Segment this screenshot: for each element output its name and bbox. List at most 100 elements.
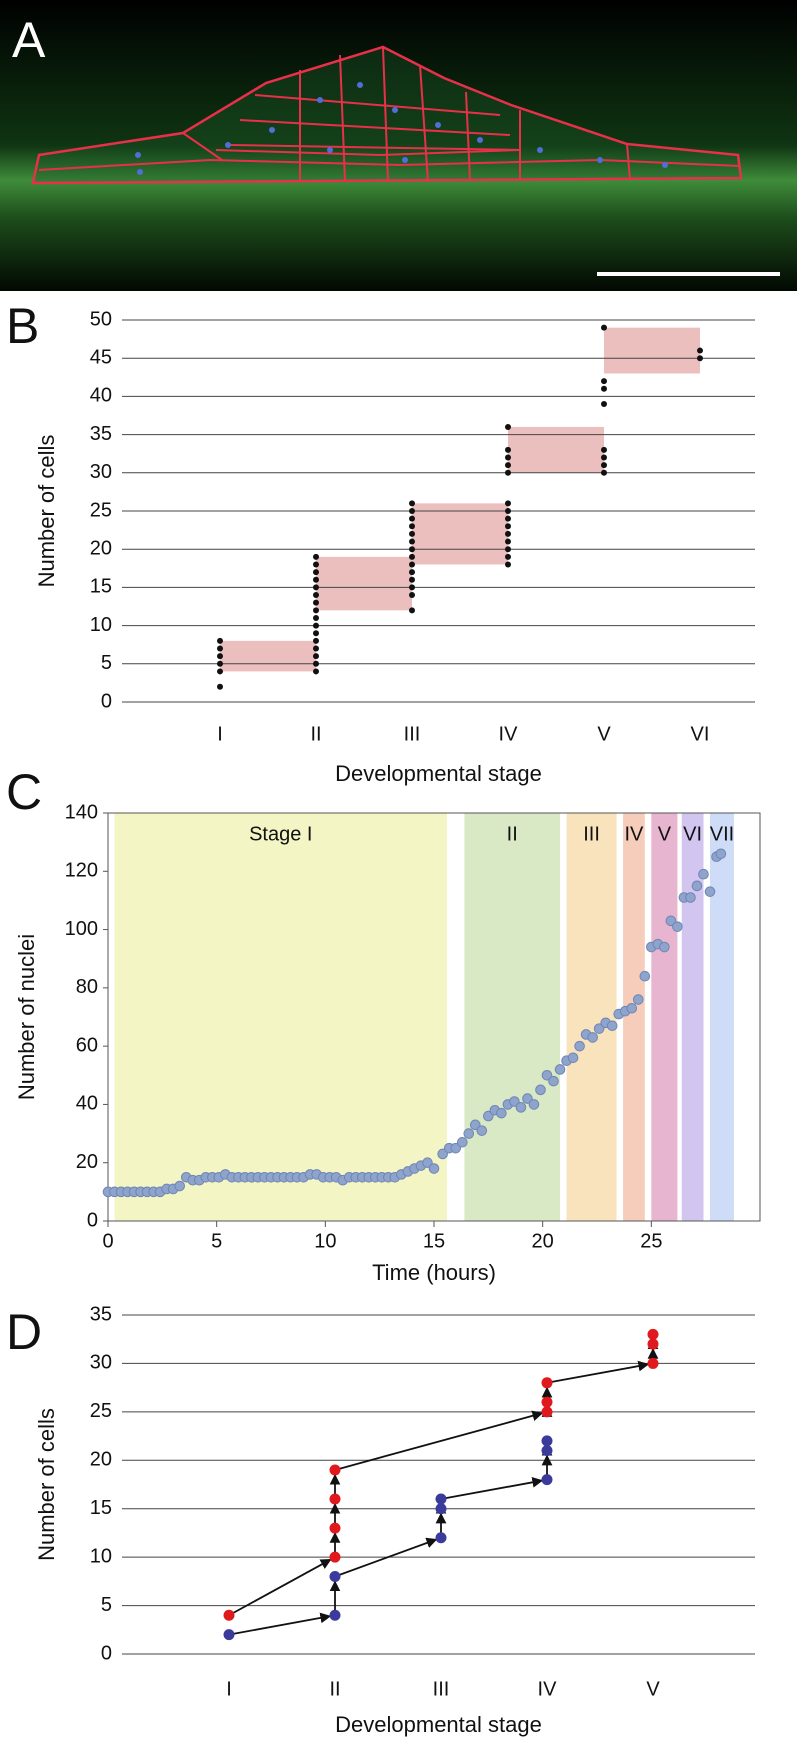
nuclei-point — [174, 1180, 186, 1192]
cell-count-dot — [217, 668, 223, 675]
panel-label: A — [12, 12, 46, 68]
cell-count-dot — [217, 660, 223, 667]
micrograph: A — [0, 0, 797, 291]
scale-bar — [597, 272, 780, 276]
y-tick-label: 0 — [87, 1209, 98, 1231]
y-tick-label: 40 — [76, 1093, 98, 1115]
cell-count-dot — [505, 462, 511, 469]
cell-count-dot — [505, 446, 511, 453]
cell-count-dot — [409, 508, 415, 514]
lineage-point — [647, 1338, 659, 1350]
y-tick-label: 30 — [90, 461, 112, 483]
cell-count-dot — [409, 515, 415, 522]
cell-count-dot — [217, 637, 223, 644]
cell-count-dot — [505, 538, 511, 545]
x-axis-title: Developmental stage — [335, 761, 542, 786]
stage-label: VI — [683, 823, 702, 845]
y-tick-label: 0 — [101, 690, 112, 712]
cell-count-dot — [601, 469, 607, 476]
cell-count-dot — [409, 530, 415, 537]
lineage-point — [329, 1571, 341, 1583]
nuclei-point — [685, 892, 696, 903]
y-tick-label: 5 — [101, 652, 112, 674]
x-tick-label: IV — [499, 723, 519, 745]
y-tick-label: 35 — [90, 1303, 112, 1325]
stage-label: II — [507, 823, 518, 845]
y-tick-label: 45 — [90, 346, 112, 368]
lineage-point — [541, 1396, 553, 1408]
y-tick-label: 140 — [65, 801, 98, 823]
x-tick-label: V — [597, 723, 611, 745]
nuclei-point — [698, 868, 709, 880]
x-tick-label: I — [217, 723, 223, 745]
stage-label: IV — [624, 823, 644, 845]
nuclei-point — [422, 1157, 433, 1169]
y-tick-label: 25 — [90, 1400, 112, 1422]
x-tick-label: II — [329, 1678, 340, 1700]
nuclei-point — [632, 994, 644, 1005]
image-background — [0, 0, 797, 291]
cell-count-dot — [313, 553, 319, 560]
lineage-arrow — [440, 1476, 544, 1500]
lineage-point — [541, 1435, 553, 1447]
y-tick-label: 10 — [90, 1545, 112, 1567]
stage-label: Stage I — [249, 823, 312, 845]
cell-count-dot — [409, 584, 415, 591]
x-tick-label: III — [433, 1678, 450, 1700]
y-tick-label: 50 — [90, 308, 112, 330]
cell-walls — [38, 46, 741, 183]
nuclei-point — [672, 921, 683, 932]
cell-count-dot — [505, 469, 511, 476]
x-tick-label: 0 — [102, 1230, 113, 1252]
cell-count-dot — [505, 523, 511, 530]
cell-count-dot — [313, 630, 319, 637]
nuclei-point — [548, 1075, 559, 1087]
lineage-arrow — [334, 1410, 544, 1471]
cell-count-dot — [601, 446, 607, 453]
cell-count-dot — [217, 645, 223, 652]
x-axis-title: Developmental stage — [335, 1712, 542, 1737]
lineage-point — [647, 1357, 659, 1369]
y-tick-label: 15 — [90, 1497, 112, 1519]
lineage-point — [541, 1377, 553, 1389]
x-tick-label: II — [310, 723, 321, 745]
cell-count-dot — [697, 355, 703, 362]
cell-count-dot — [313, 584, 319, 591]
y-tick-label: 20 — [76, 1151, 98, 1173]
y-axis-title: Number of cells — [34, 435, 59, 588]
cell-count-dot — [505, 508, 511, 514]
cell-count-dot — [505, 553, 511, 560]
nuclei-point — [567, 1052, 579, 1064]
cell-count-dot — [313, 668, 319, 675]
lineage-point — [541, 1474, 553, 1486]
cell-count-dot — [409, 592, 415, 599]
panel-label: C — [6, 764, 42, 820]
nuclei-point — [483, 1110, 494, 1122]
cell-count-dot — [217, 683, 223, 690]
range-box — [220, 640, 316, 672]
x-tick-label: 20 — [532, 1230, 554, 1252]
stage-band — [566, 813, 617, 1221]
lineage-point — [329, 1493, 341, 1505]
nuclei-point — [463, 1128, 475, 1139]
lineage-point — [541, 1445, 553, 1457]
cell-count-dot — [313, 653, 319, 660]
panel-label: B — [6, 298, 39, 354]
tissue-outline — [31, 45, 743, 185]
cell-count-dot — [697, 347, 703, 354]
x-tick-label: III — [404, 723, 421, 745]
nuclei-point — [639, 970, 651, 982]
cell-count-dot — [601, 462, 607, 469]
lineage-point — [329, 1609, 341, 1621]
cell-count-dot — [217, 653, 223, 660]
cell-count-dot — [601, 324, 607, 331]
cell-count-dot — [409, 523, 415, 530]
cell-count-dot — [505, 500, 511, 507]
nuclei-point — [659, 941, 670, 953]
cell-count-dot — [601, 385, 607, 392]
range-box — [412, 503, 508, 565]
x-tick-label: V — [646, 1678, 660, 1700]
nuclei-point — [528, 1099, 540, 1110]
